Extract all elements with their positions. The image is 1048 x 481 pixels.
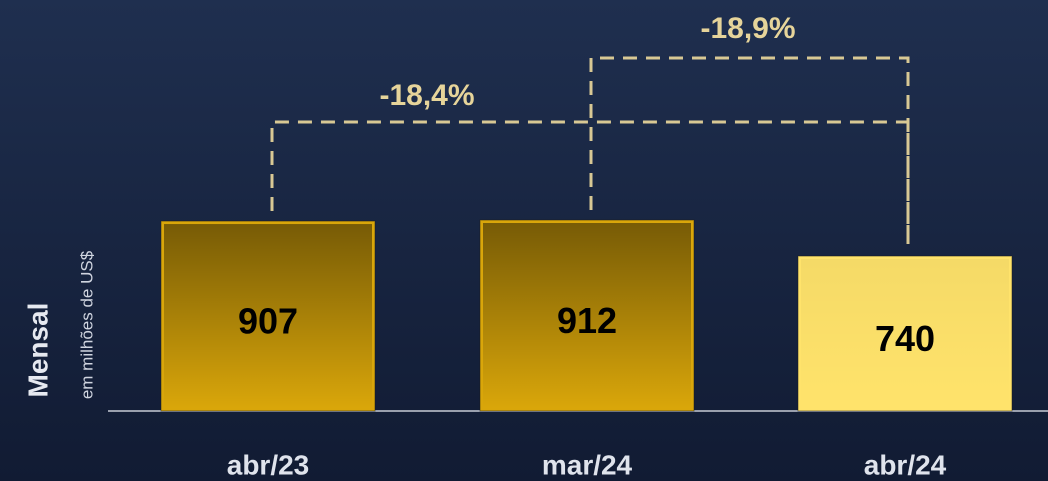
value-label: 912 <box>557 300 617 341</box>
x-tick-label: abr/24 <box>864 449 947 480</box>
value-label: 740 <box>875 318 935 359</box>
bar-shade <box>483 223 691 408</box>
comparison-bracket <box>589 56 910 245</box>
y-axis-label: Mensal <box>22 303 53 398</box>
bar-shade <box>164 224 372 408</box>
y-axis-sublabel: em milhões de US$ <box>77 250 96 399</box>
x-tick-label: mar/24 <box>542 449 633 480</box>
comparison-bracket <box>270 120 910 245</box>
annotation: -18,9% <box>700 12 795 45</box>
bar-shade <box>801 259 1009 408</box>
annotation: -18,4% <box>379 79 474 112</box>
value-label: 907 <box>238 301 298 342</box>
x-tick-label: abr/23 <box>227 449 310 480</box>
